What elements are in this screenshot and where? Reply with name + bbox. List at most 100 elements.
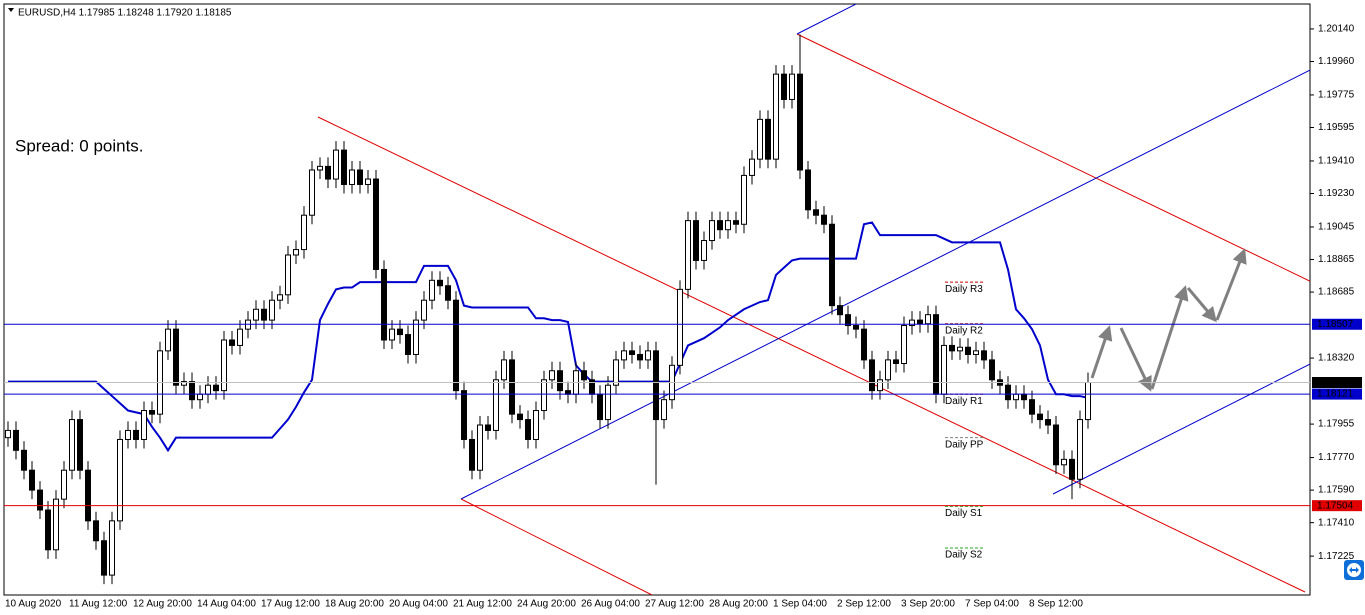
candle-body bbox=[677, 288, 683, 366]
candle-body bbox=[117, 438, 123, 522]
candle-body bbox=[549, 370, 555, 381]
candle-body bbox=[613, 359, 619, 386]
x-tick-label: 27 Aug 12:00 bbox=[645, 599, 704, 610]
candle-body bbox=[485, 424, 491, 431]
candle-body bbox=[533, 410, 539, 440]
candle-body bbox=[109, 520, 115, 576]
candle-body bbox=[13, 429, 19, 451]
candle-body bbox=[525, 419, 531, 440]
price-tag-label: 1.18507 bbox=[1317, 319, 1354, 330]
candle-body bbox=[893, 359, 899, 365]
candle-body bbox=[1053, 424, 1059, 466]
candle-body bbox=[1061, 458, 1067, 466]
candle-body bbox=[845, 314, 851, 327]
candle-body bbox=[733, 220, 739, 225]
trendline bbox=[460, 69, 1310, 500]
candle-body bbox=[5, 429, 11, 439]
candle-body bbox=[277, 294, 283, 301]
y-tick-label: 1.19595 bbox=[1318, 122, 1355, 133]
x-tick-label: 24 Aug 20:00 bbox=[517, 599, 576, 610]
y-tick-label: 1.18320 bbox=[1318, 353, 1355, 364]
candle-body bbox=[861, 328, 867, 361]
candle-body bbox=[597, 393, 603, 421]
candle-body bbox=[125, 429, 131, 440]
candle-body bbox=[413, 319, 419, 355]
candle-body bbox=[269, 299, 275, 321]
candle-body bbox=[765, 118, 771, 160]
candle-body bbox=[717, 220, 723, 231]
x-tick-label: 2 Sep 12:00 bbox=[837, 599, 891, 610]
trendline bbox=[796, 33, 1310, 282]
candle-body bbox=[301, 214, 307, 251]
x-tick-label: 18 Aug 20:00 bbox=[325, 599, 384, 610]
candle-body bbox=[621, 350, 627, 361]
y-tick-label: 1.17225 bbox=[1318, 551, 1355, 562]
candle-body bbox=[381, 268, 387, 341]
y-tick-label: 1.17770 bbox=[1318, 452, 1355, 463]
trendline bbox=[317, 116, 1306, 593]
candle-body bbox=[293, 249, 299, 256]
candle-body bbox=[421, 299, 427, 321]
y-tick-label: 1.19045 bbox=[1318, 222, 1355, 233]
price-tag bbox=[1312, 388, 1362, 400]
candle-body bbox=[989, 359, 995, 381]
candle-body bbox=[1013, 393, 1019, 401]
candle-body bbox=[541, 379, 547, 412]
candle-body bbox=[925, 314, 931, 325]
candle-body bbox=[709, 220, 715, 242]
candle-body bbox=[885, 359, 891, 381]
x-tick-label: 3 Sep 20:00 bbox=[901, 599, 955, 610]
candle-body bbox=[445, 285, 451, 301]
y-tick-label: 1.19775 bbox=[1318, 90, 1355, 101]
candle-body bbox=[21, 449, 27, 471]
candle-body bbox=[605, 384, 611, 421]
candle-body bbox=[253, 308, 259, 321]
candle-body bbox=[701, 240, 707, 261]
candle-body bbox=[45, 509, 51, 551]
candle-body bbox=[917, 319, 923, 325]
candle-body bbox=[229, 339, 235, 346]
candle-body bbox=[973, 350, 979, 355]
candle-body bbox=[189, 381, 195, 401]
candle-body bbox=[453, 299, 459, 392]
y-tick-label: 1.17955 bbox=[1318, 419, 1355, 430]
x-tick-label: 7 Sep 04:00 bbox=[965, 599, 1019, 610]
plot-frame bbox=[3, 3, 1311, 596]
candle-body bbox=[205, 384, 211, 395]
y-tick-label: 1.17410 bbox=[1318, 517, 1355, 528]
candle-body bbox=[317, 165, 323, 171]
candle-body bbox=[1037, 413, 1043, 421]
candle-body bbox=[85, 469, 91, 522]
menu-triangle[interactable] bbox=[8, 8, 14, 12]
candle-body bbox=[77, 419, 83, 471]
pivot-label: Daily PP bbox=[945, 439, 984, 450]
candle-body bbox=[1077, 419, 1083, 480]
price-tag-label: 1.18185 bbox=[1317, 377, 1354, 388]
trendline bbox=[460, 498, 653, 595]
candle-body bbox=[501, 359, 507, 381]
candle-body bbox=[661, 399, 667, 421]
candle-body bbox=[173, 328, 179, 386]
candle-body bbox=[805, 169, 811, 211]
indicator-line bbox=[8, 221, 1089, 453]
y-tick-label: 1.19410 bbox=[1318, 156, 1355, 167]
price-tag bbox=[1312, 500, 1362, 512]
candle-body bbox=[1069, 458, 1075, 480]
candle-body bbox=[941, 344, 947, 395]
candle-body bbox=[877, 379, 883, 392]
candle-body bbox=[37, 489, 43, 511]
candle-body bbox=[493, 379, 499, 431]
candle-body bbox=[741, 174, 747, 225]
y-tick-label: 1.18685 bbox=[1318, 287, 1355, 298]
pivot-label: Daily S1 bbox=[945, 508, 983, 519]
x-tick-label: 28 Aug 20:00 bbox=[709, 599, 768, 610]
trendline bbox=[796, 4, 858, 35]
x-tick-label: 1 Sep 04:00 bbox=[773, 599, 827, 610]
candle-body bbox=[477, 424, 483, 471]
candle-body bbox=[821, 214, 827, 225]
candle-body bbox=[61, 469, 67, 500]
x-tick-label: 8 Sep 12:00 bbox=[1029, 599, 1083, 610]
candle-body bbox=[197, 393, 203, 401]
candle-body bbox=[365, 178, 371, 185]
